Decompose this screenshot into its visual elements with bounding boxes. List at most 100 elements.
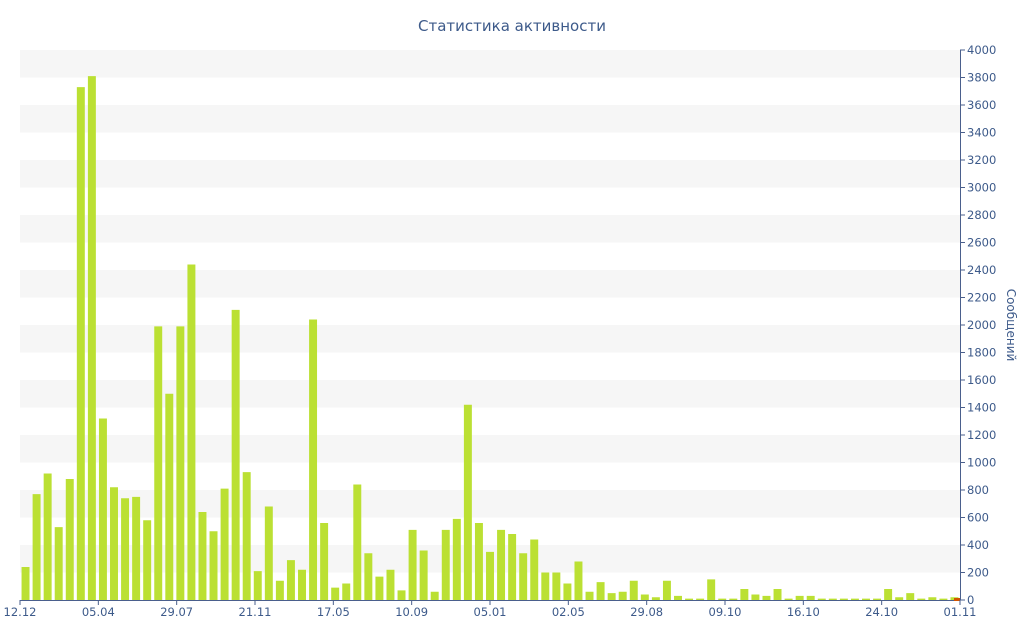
bar	[574, 561, 583, 600]
x-tick-label: 29.08	[630, 605, 663, 619]
y-tick-label: 3200	[967, 153, 996, 167]
x-tick-label: 09.10	[709, 605, 742, 619]
y-tick-label: 400	[967, 538, 989, 552]
bar	[828, 598, 837, 601]
bar	[286, 560, 295, 601]
y-tick-label: 1600	[967, 373, 996, 387]
bar	[530, 539, 539, 600]
bar	[198, 512, 207, 600]
bar	[32, 494, 41, 601]
bar	[165, 393, 174, 600]
y-tick-label: 2600	[967, 236, 996, 250]
y-tick-label: 3600	[967, 98, 996, 112]
bar	[375, 576, 384, 601]
y-tick-label: 2200	[967, 291, 996, 305]
bar	[242, 472, 251, 601]
x-tick-label: 29.07	[160, 605, 193, 619]
bar	[320, 523, 329, 600]
bar	[264, 506, 273, 600]
bar	[585, 591, 594, 600]
bar	[497, 529, 506, 601]
y-tick-label: 600	[967, 511, 989, 525]
bar	[132, 496, 141, 601]
bar	[486, 551, 494, 601]
y-tick-label: 1400	[967, 401, 996, 415]
x-tick-label: 16.10	[787, 605, 820, 619]
grid-band	[20, 160, 960, 188]
bar	[640, 594, 649, 600]
bar	[154, 326, 163, 601]
bar	[928, 597, 937, 600]
bar	[452, 518, 461, 601]
x-tick-label: 02.05	[552, 605, 585, 619]
bar	[121, 498, 130, 600]
bar	[110, 487, 118, 600]
bar	[740, 589, 749, 600]
bar	[674, 595, 682, 601]
bar-series	[21, 76, 959, 601]
y-tick-label: 2000	[967, 318, 996, 332]
bar	[707, 579, 716, 601]
bar	[331, 587, 340, 601]
bar	[773, 589, 782, 600]
bar	[187, 264, 196, 600]
bar	[795, 595, 804, 601]
bar	[176, 326, 185, 601]
x-tick-label: 12.12	[4, 605, 37, 619]
bar	[65, 479, 74, 600]
bar	[87, 76, 96, 601]
y-tick-label: 3000	[967, 181, 996, 195]
bar	[397, 590, 406, 601]
x-tick-label: 05.04	[82, 605, 115, 619]
bar	[939, 598, 948, 601]
y-tick-label: 1000	[967, 456, 996, 470]
bar	[552, 572, 561, 600]
bar	[143, 520, 152, 600]
bar	[884, 589, 893, 600]
bar	[253, 571, 262, 601]
bar	[21, 567, 30, 600]
bar	[917, 598, 926, 601]
bar	[839, 598, 848, 601]
grid-band	[20, 215, 960, 243]
y-tick-label: 3800	[967, 71, 996, 85]
bar	[441, 529, 450, 601]
y-tick-label: 800	[967, 483, 989, 497]
x-tick-label: 01.11	[944, 605, 977, 619]
bar	[762, 595, 771, 601]
bar	[220, 488, 229, 601]
grid-band	[20, 270, 960, 298]
bar	[862, 598, 870, 601]
bar	[474, 523, 483, 600]
grid-band	[20, 50, 960, 78]
bar	[408, 529, 417, 601]
bar	[275, 580, 284, 600]
bar	[817, 598, 826, 601]
y-tick-label: 200	[967, 566, 989, 580]
y-tick-label: 4000	[967, 43, 996, 57]
bar	[508, 534, 517, 600]
bar	[342, 583, 351, 600]
x-tick-label: 17.05	[317, 605, 350, 619]
bar	[419, 550, 428, 600]
bar	[364, 553, 373, 600]
chart-title: Статистика активности	[418, 17, 606, 35]
bar	[629, 580, 638, 600]
y-tick-label: 2800	[967, 208, 996, 222]
grid-band	[20, 105, 960, 133]
bar	[519, 553, 528, 600]
bar	[298, 569, 306, 600]
bar	[541, 572, 550, 600]
x-tick-label: 21.11	[239, 605, 272, 619]
bar	[43, 473, 52, 600]
bar	[662, 580, 671, 600]
bar	[685, 598, 694, 601]
bar	[231, 309, 240, 601]
y-tick-label: 3400	[967, 126, 996, 140]
x-tick-label: 05.01	[474, 605, 507, 619]
bar	[873, 598, 882, 601]
bar	[386, 569, 395, 600]
bar	[806, 595, 815, 601]
bar	[618, 591, 627, 600]
